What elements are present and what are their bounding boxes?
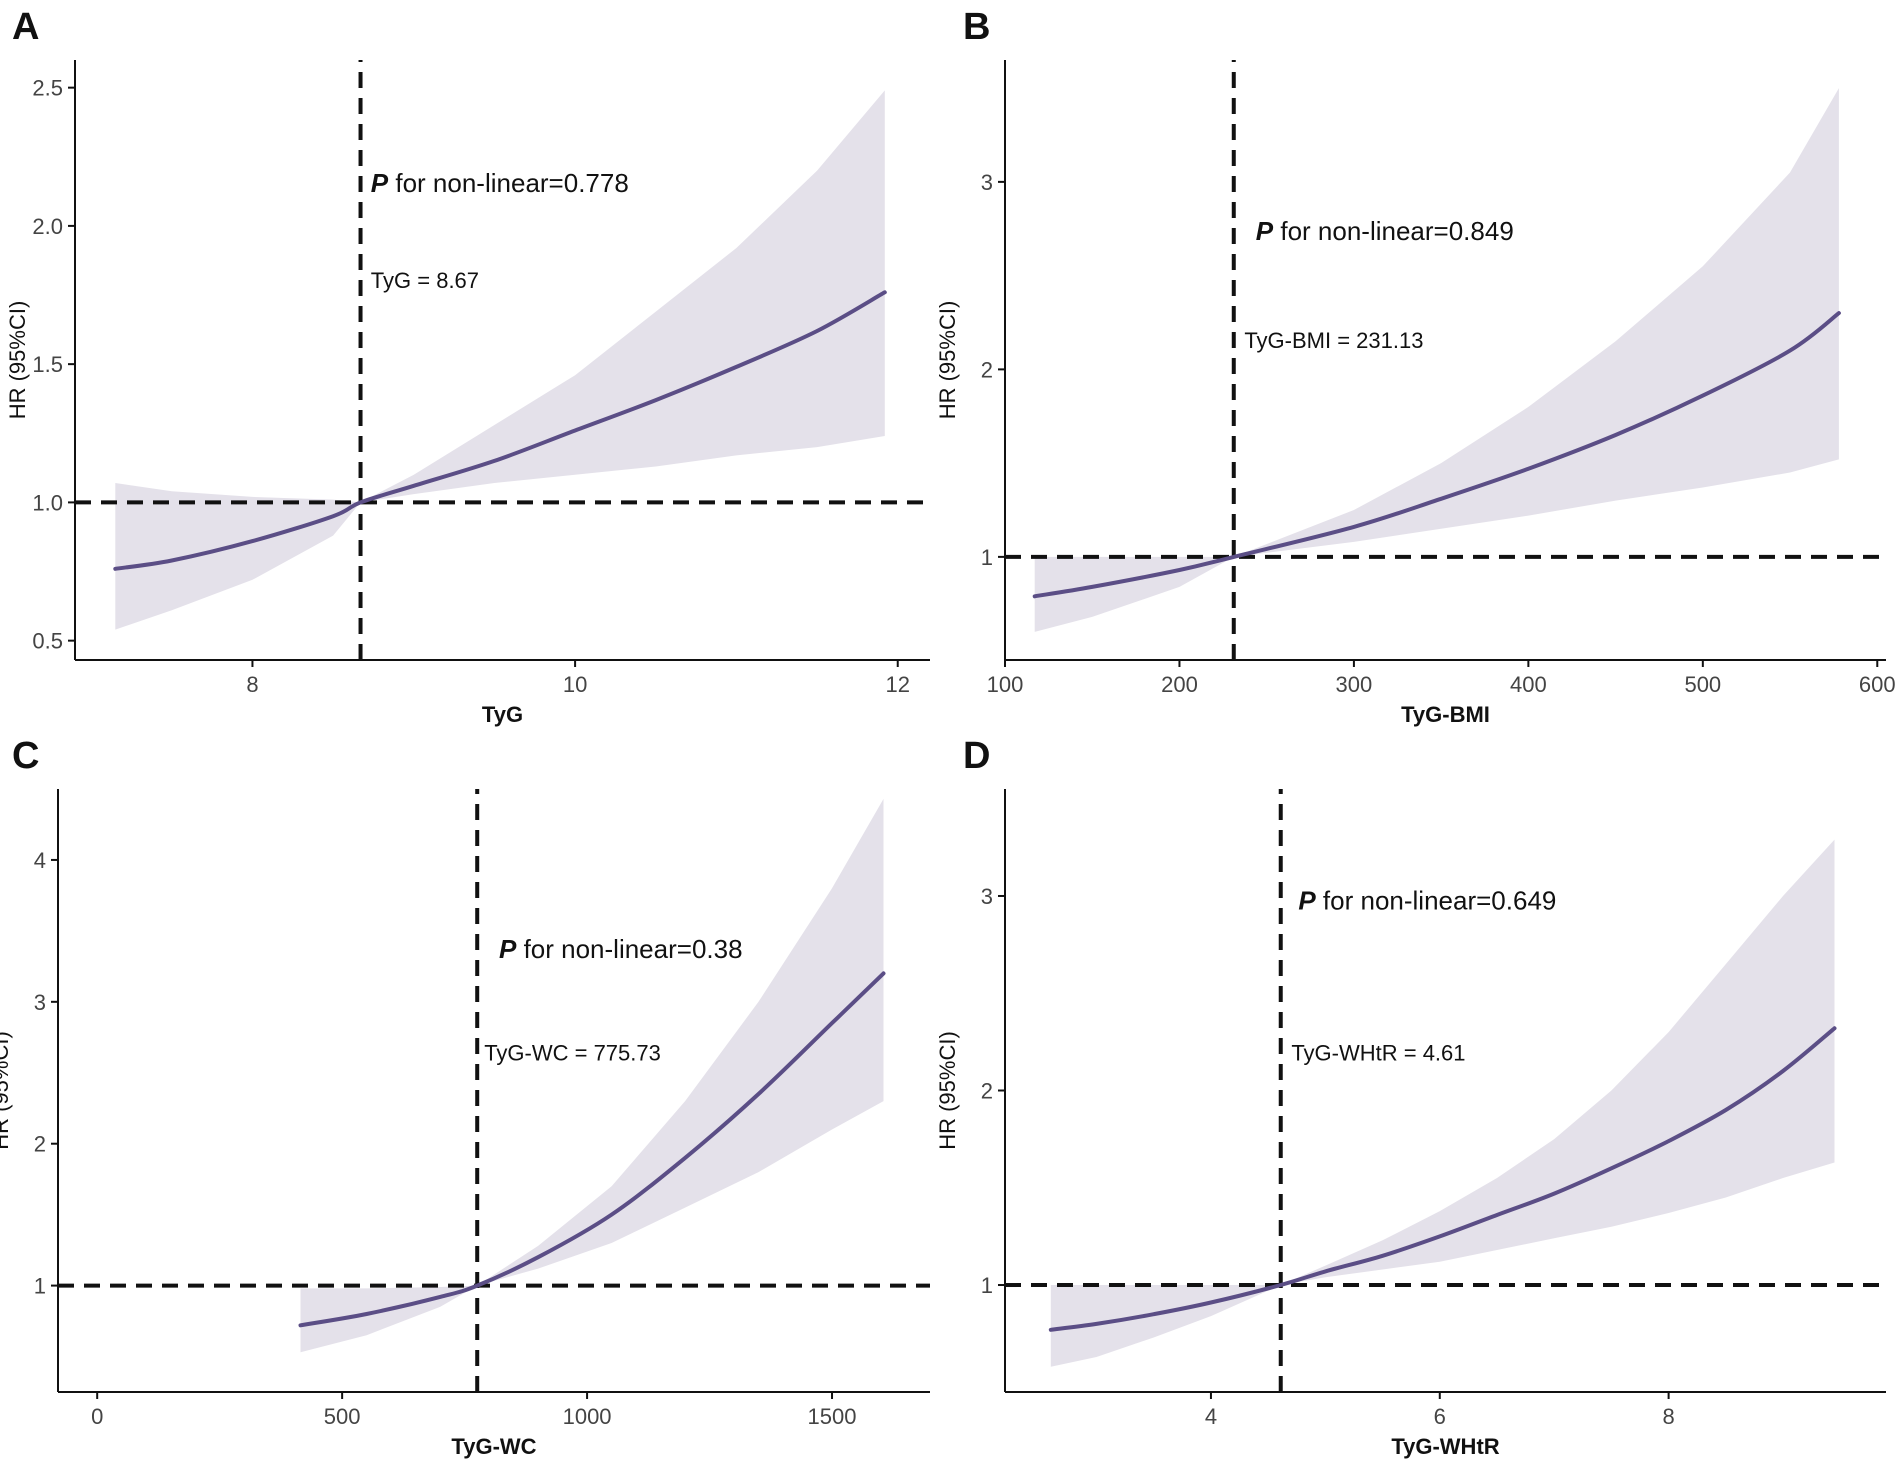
chart-b: 100 200 300 400 500 600 1 2 3 TyG-BMI HR (95%CI) P …: [935, 60, 1896, 727]
y-tick-label: 2.0: [32, 214, 63, 239]
x-tick-label: 1500: [808, 1404, 857, 1429]
y-tick-label: 1: [981, 545, 993, 570]
x-tick-label: 4: [1205, 1404, 1217, 1429]
panel-c: C 0 500 1000 1500 1 2 3 4 TyG-WC HR (95%CI) P for …: [0, 729, 951, 1459]
y-axis-title: HR (95%CI): [5, 301, 30, 420]
hr-curve: [1048, 1026, 1837, 1332]
cutoff-label: TyG-BMI = 231.13: [1244, 328, 1423, 353]
p-symbol: P: [1256, 216, 1274, 246]
y-axis-title: HR (95%CI): [935, 1031, 960, 1150]
p-value-text: for non-linear=0.649: [1316, 886, 1557, 916]
panel-b: B 100 200 300 400 500 600 1 2 3 TyG-BMI HR (95%CI)…: [935, 0, 1902, 729]
panel-letter: B: [963, 6, 991, 48]
y-tick-label: 2: [981, 357, 993, 382]
p-symbol: P: [1298, 886, 1316, 916]
x-tick-label: 6: [1434, 1404, 1446, 1429]
panel-a: A 8 10 12 0.5 1.0 1.5 2.0 2.5 TyG HR (95%CI) P for…: [0, 0, 951, 729]
x-tick-label: 8: [246, 672, 258, 697]
y-tick-label: 2.5: [32, 76, 63, 101]
x-tick-label: 12: [885, 672, 909, 697]
panel-letter: A: [12, 6, 40, 48]
y-tick-label: 2: [34, 1132, 46, 1157]
x-tick-label: 500: [1684, 672, 1721, 697]
chart-a: 8 10 12 0.5 1.0 1.5 2.0 2.5 TyG HR (95%CI) P for n…: [5, 60, 930, 727]
confidence-band: [115, 90, 885, 630]
x-tick-label: 400: [1510, 672, 1547, 697]
p-value-text: for non-linear=0.38: [516, 934, 742, 964]
y-tick-label: 2: [981, 1079, 993, 1104]
x-tick-label: 0: [91, 1404, 103, 1429]
y-tick-label: 1: [981, 1273, 993, 1298]
hr-curve: [113, 290, 887, 571]
y-tick-label: 3: [34, 990, 46, 1015]
cutoff-label: TyG-WHtR = 4.61: [1291, 1040, 1465, 1065]
x-tick-label: 200: [1161, 672, 1198, 697]
y-tick-label: 1: [34, 1274, 46, 1299]
x-tick-label: 300: [1336, 672, 1373, 697]
x-tick-label: 100: [987, 672, 1024, 697]
y-tick-label: 0.5: [32, 629, 63, 654]
confidence-band: [300, 798, 884, 1353]
p-value-text: for non-linear=0.778: [388, 168, 629, 198]
panel-letter: C: [12, 735, 40, 777]
p-symbol: P: [499, 934, 517, 964]
p-value-annotation: P for non-linear=0.38: [499, 934, 743, 964]
x-tick-label: 500: [324, 1404, 361, 1429]
panel-letter: D: [963, 735, 991, 777]
y-tick-label: 1.0: [32, 490, 63, 515]
p-value-annotation: P for non-linear=0.649: [1298, 886, 1556, 916]
p-value-text: for non-linear=0.849: [1273, 216, 1514, 246]
p-value-annotation: P for non-linear=0.778: [371, 168, 629, 198]
chart-d: 4 6 8 1 2 3 TyG-WHtR HR (95%CI) P for non-linear…: [935, 789, 1886, 1459]
y-tick-label: 4: [34, 848, 46, 873]
y-axis-title: HR (95%CI): [935, 301, 960, 420]
confidence-band: [1034, 88, 1839, 632]
confidence-band: [1050, 839, 1835, 1367]
x-axis-title: TyG-WHtR: [1391, 1434, 1499, 1459]
panel-d: D 4 6 8 1 2 3 TyG-WHtR HR (95%CI) P for non-line…: [935, 729, 1902, 1459]
x-tick-label: 600: [1859, 672, 1896, 697]
x-tick-label: 8: [1662, 1404, 1674, 1429]
x-tick-label: 1000: [563, 1404, 612, 1429]
x-axis-title: TyG-WC: [451, 1434, 536, 1459]
y-axis-title: HR (95%CI): [0, 1031, 13, 1150]
cutoff-label: TyG = 8.67: [371, 268, 479, 293]
p-symbol: P: [371, 168, 389, 198]
y-tick-label: 3: [981, 884, 993, 909]
chart-c: 0 500 1000 1500 1 2 3 4 TyG-WC HR (95%CI) P for no…: [0, 789, 930, 1459]
hr-curve: [298, 971, 886, 1328]
hr-curve: [1032, 311, 1841, 599]
x-axis-title: TyG-BMI: [1401, 702, 1490, 727]
p-value-annotation: P for non-linear=0.849: [1256, 216, 1514, 246]
y-tick-label: 1.5: [32, 352, 63, 377]
y-tick-label: 3: [981, 170, 993, 195]
x-tick-label: 10: [563, 672, 587, 697]
cutoff-label: TyG-WC = 775.73: [484, 1040, 661, 1065]
x-axis-title: TyG: [482, 702, 523, 727]
